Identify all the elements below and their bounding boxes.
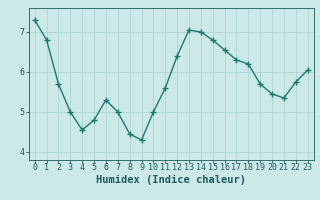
X-axis label: Humidex (Indice chaleur): Humidex (Indice chaleur) [96,175,246,185]
